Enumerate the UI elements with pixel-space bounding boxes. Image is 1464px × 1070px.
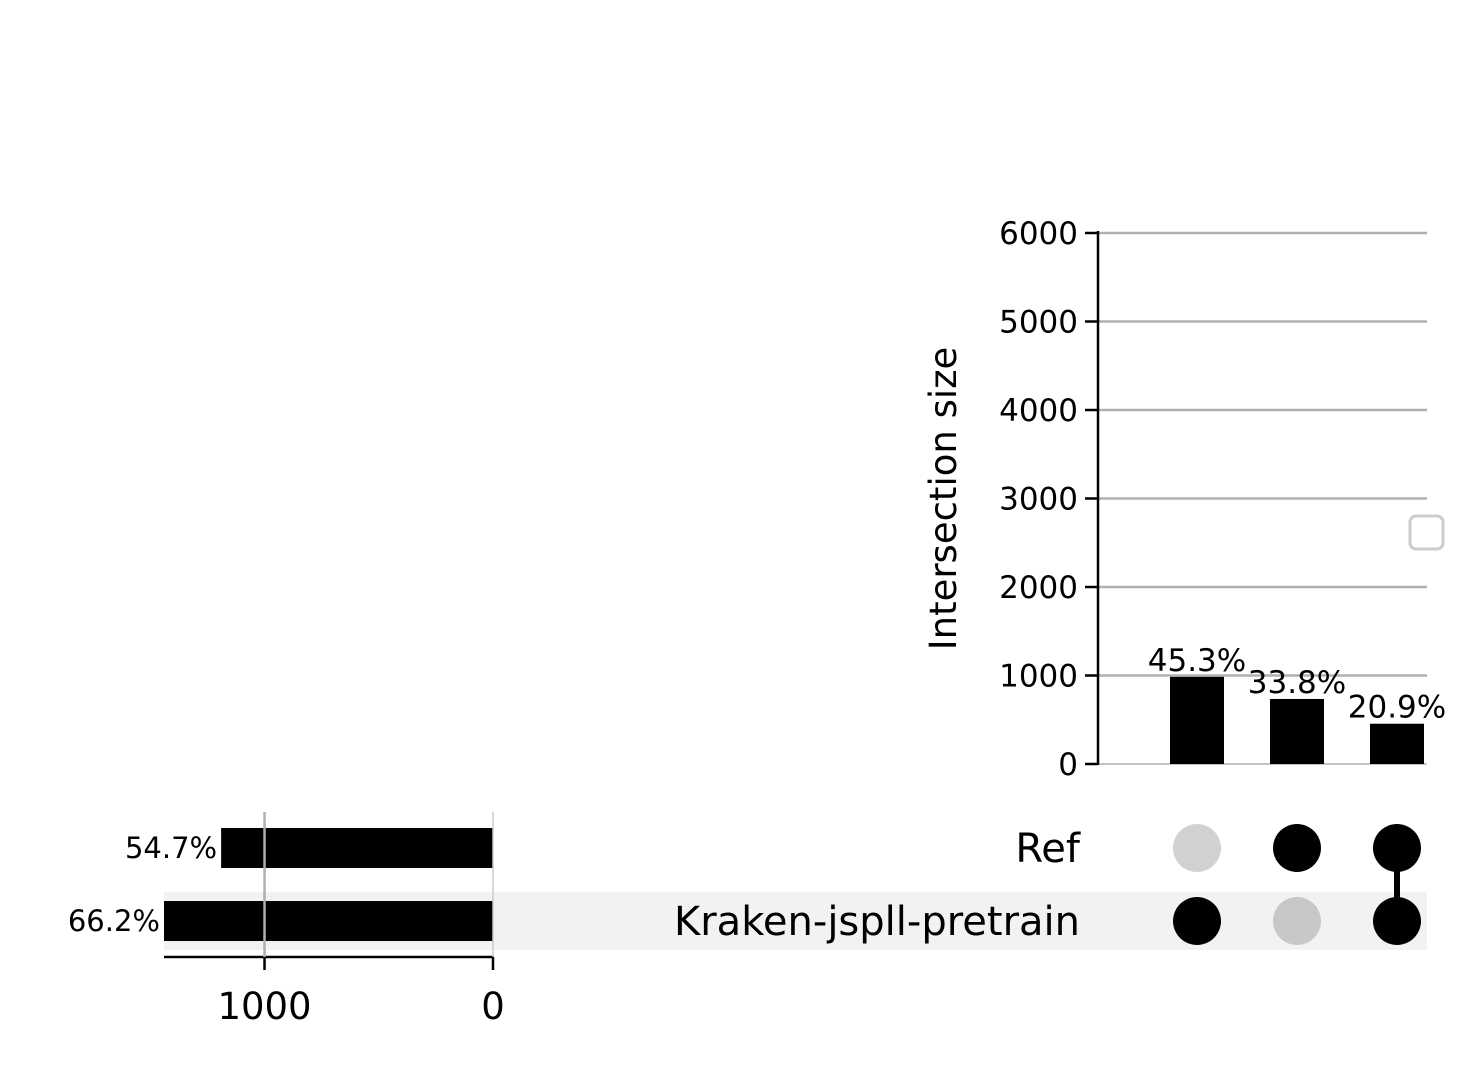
set-size-bar (164, 901, 493, 941)
membership-dot-active (1373, 824, 1421, 872)
x-tick-label: 1000 (217, 985, 311, 1028)
membership-dot-active (1173, 897, 1221, 945)
y-tick-label: 2000 (999, 570, 1078, 606)
membership-dot-inactive (1273, 897, 1321, 945)
intersection-bar (1170, 676, 1224, 764)
y-axis-label: Intersection size (922, 347, 965, 651)
set-size-label: 54.7% (125, 831, 217, 865)
intersection-bar-label: 33.8% (1248, 665, 1346, 701)
axes-layer (164, 231, 1100, 970)
set-name-label: Ref (1015, 826, 1081, 872)
legend-box (1408, 514, 1445, 551)
y-tick-label: 5000 (999, 305, 1078, 341)
gridlines-layer (1098, 231, 1427, 765)
y-tick-label: 6000 (999, 216, 1078, 252)
intersection-bar (1270, 698, 1324, 764)
y-tick-label: 1000 (999, 659, 1078, 695)
labels-layer: 0 1000 2000 3000 4000 5000 6000 Intersection si… (68, 216, 1446, 1028)
set-size-label: 66.2% (68, 904, 160, 938)
intersection-bar (1370, 723, 1424, 764)
membership-dot-active (1373, 897, 1421, 945)
membership-dot-active (1273, 824, 1321, 872)
y-tick-label: 4000 (999, 393, 1078, 429)
membership-dot-inactive (1173, 824, 1221, 872)
intersection-bar-label: 45.3% (1148, 643, 1246, 679)
x-tick-label: 0 (481, 985, 505, 1028)
y-tick-label: 3000 (999, 482, 1078, 518)
intersection-bar-label: 20.9% (1348, 690, 1446, 726)
set-name-label: Kraken-jspll-pretrain (674, 899, 1080, 945)
intersection-bars-layer (1170, 676, 1424, 764)
set-size-bars-layer (164, 812, 494, 957)
membership-matrix-layer (1173, 824, 1421, 945)
y-tick-label: 0 (1058, 747, 1078, 783)
set-size-bar (221, 828, 494, 868)
